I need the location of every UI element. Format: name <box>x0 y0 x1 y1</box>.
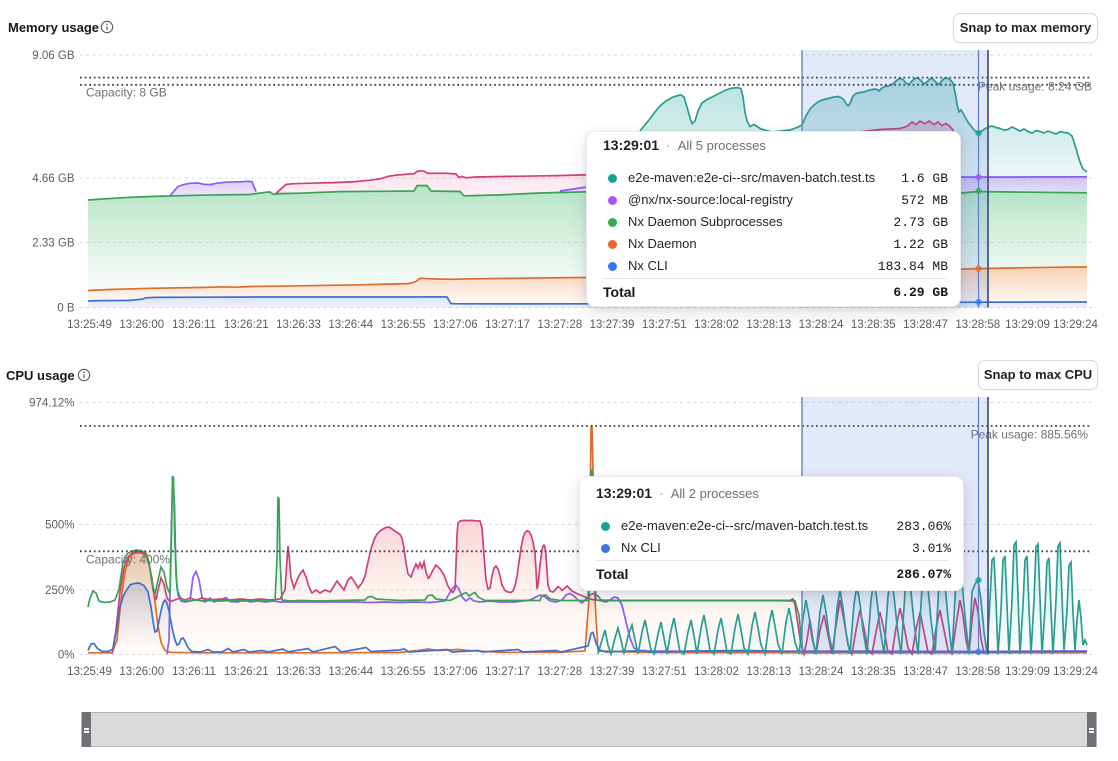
svg-text:13:28:02: 13:28:02 <box>694 666 739 678</box>
svg-text:4.66 GB: 4.66 GB <box>32 173 75 185</box>
svg-text:13:28:13: 13:28:13 <box>746 319 791 331</box>
svg-text:13:27:06: 13:27:06 <box>433 319 478 331</box>
svg-text:13:25:49: 13:25:49 <box>67 319 112 331</box>
svg-text:974.12%: 974.12% <box>29 398 74 410</box>
svg-text:13:27:39: 13:27:39 <box>590 666 635 678</box>
svg-text:13:26:21: 13:26:21 <box>224 319 269 331</box>
svg-text:13:27:51: 13:27:51 <box>642 319 687 331</box>
svg-text:13:26:44: 13:26:44 <box>328 666 373 678</box>
svg-text:Capacity: 400%: Capacity: 400% <box>86 553 170 567</box>
svg-text:13:26:11: 13:26:11 <box>172 319 216 331</box>
svg-text:13:27:28: 13:27:28 <box>537 319 582 331</box>
svg-text:9.06 GB: 9.06 GB <box>32 50 75 62</box>
svg-text:13:27:06: 13:27:06 <box>433 666 478 678</box>
svg-text:13:28:35: 13:28:35 <box>851 666 896 678</box>
svg-text:13:26:44: 13:26:44 <box>328 319 373 331</box>
svg-text:13:28:35: 13:28:35 <box>851 319 896 331</box>
svg-text:13:26:55: 13:26:55 <box>381 666 426 678</box>
svg-text:Peak usage: 885.56%: Peak usage: 885.56% <box>971 428 1089 442</box>
svg-text:13:28:47: 13:28:47 <box>903 319 948 331</box>
svg-text:13:28:58: 13:28:58 <box>955 319 1000 331</box>
svg-text:13:27:17: 13:27:17 <box>485 319 530 331</box>
svg-text:13:27:28: 13:27:28 <box>537 666 582 678</box>
svg-text:13:26:11: 13:26:11 <box>172 666 216 678</box>
svg-text:13:28:47: 13:28:47 <box>903 666 948 678</box>
svg-text:13:25:49: 13:25:49 <box>67 666 112 678</box>
svg-text:13:26:33: 13:26:33 <box>276 319 321 331</box>
svg-text:13:26:00: 13:26:00 <box>119 319 164 331</box>
svg-text:Capacity: 8 GB: Capacity: 8 GB <box>86 86 167 100</box>
svg-text:13:29:24: 13:29:24 <box>1053 319 1098 331</box>
svg-text:500%: 500% <box>45 520 74 532</box>
svg-text:13:29:24: 13:29:24 <box>1053 666 1098 678</box>
svg-text:2.33 GB: 2.33 GB <box>32 238 75 250</box>
svg-text:13:26:55: 13:26:55 <box>381 319 426 331</box>
svg-text:13:27:17: 13:27:17 <box>485 666 530 678</box>
svg-text:0 B: 0 B <box>57 303 75 315</box>
svg-text:0%: 0% <box>58 650 75 662</box>
svg-text:13:26:21: 13:26:21 <box>224 666 269 678</box>
svg-text:13:27:39: 13:27:39 <box>590 319 635 331</box>
svg-text:13:29:09: 13:29:09 <box>1005 666 1050 678</box>
svg-text:13:28:13: 13:28:13 <box>746 666 791 678</box>
svg-text:13:26:00: 13:26:00 <box>119 666 164 678</box>
svg-text:13:26:33: 13:26:33 <box>276 666 321 678</box>
svg-text:13:28:58: 13:28:58 <box>955 666 1000 678</box>
svg-text:13:29:09: 13:29:09 <box>1005 319 1050 331</box>
svg-text:250%: 250% <box>45 585 74 597</box>
svg-text:13:28:24: 13:28:24 <box>799 666 844 678</box>
svg-text:13:28:02: 13:28:02 <box>694 319 739 331</box>
svg-text:Peak usage: 8.24 GB: Peak usage: 8.24 GB <box>978 80 1092 94</box>
svg-text:13:27:51: 13:27:51 <box>642 666 687 678</box>
svg-text:13:28:24: 13:28:24 <box>799 319 844 331</box>
